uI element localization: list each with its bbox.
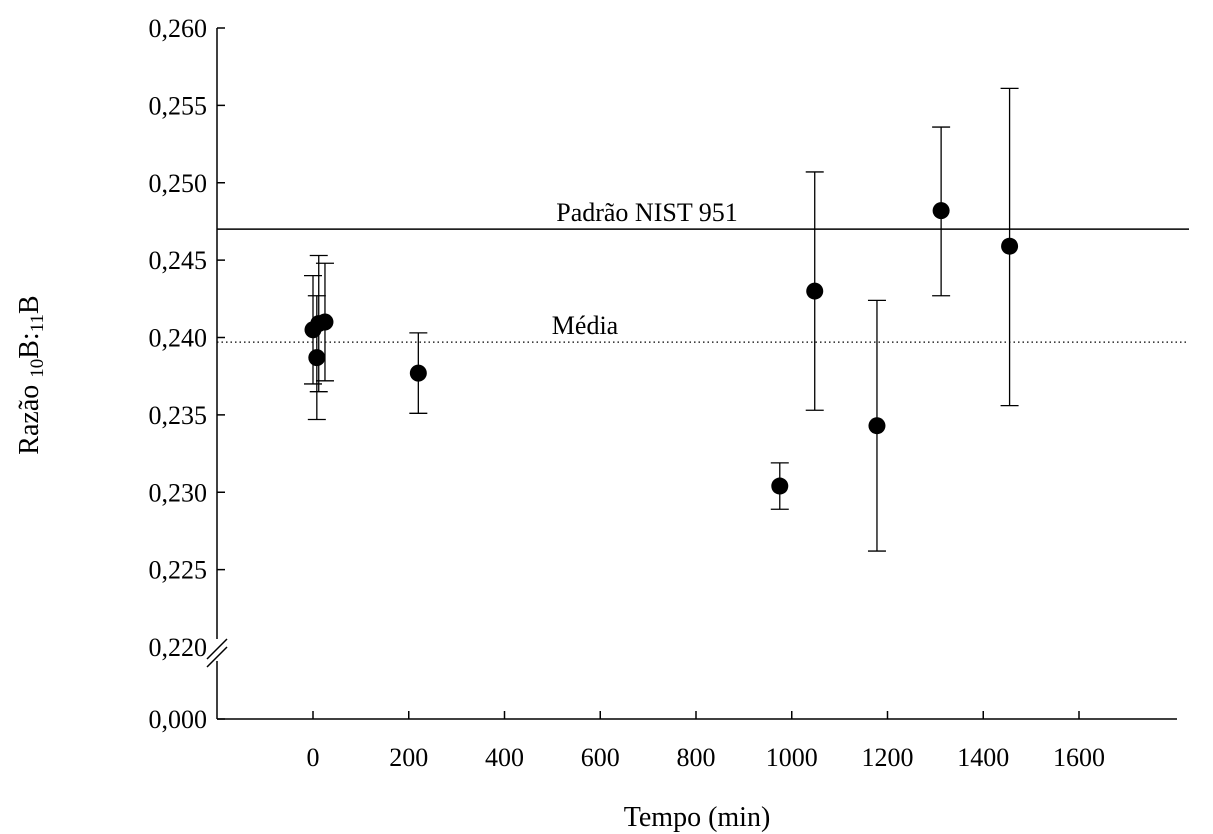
data-point [409, 364, 427, 382]
x-axis-title: Tempo (min) [624, 802, 771, 833]
y-tick-label: 0,250 [149, 169, 208, 198]
data-point [771, 477, 789, 495]
tick-labels: 0,220 0,225 0,230 0,235 0,240 0,245 0,250 0,255… [149, 14, 1106, 772]
data-point [868, 417, 886, 435]
data-point-group [805, 171, 824, 411]
data-points [304, 87, 1019, 552]
x-tick-label: 1200 [862, 743, 914, 772]
y-tick-label: 0,225 [149, 556, 208, 585]
y-tick-label: 0,000 [149, 705, 208, 734]
reference-lines: Padrão NIST 951 Média [217, 198, 1189, 343]
y-tick-label: 0,260 [149, 14, 208, 43]
data-point [1001, 237, 1019, 255]
y-tick-label: 0,245 [149, 246, 208, 275]
y-tick-label: 0,235 [149, 401, 208, 430]
x-tick-label: 0 [307, 743, 320, 772]
data-point [806, 282, 824, 300]
y-tick-label: 0,230 [149, 478, 208, 507]
x-tick-label: 1600 [1053, 743, 1105, 772]
data-point [316, 313, 334, 331]
x-tick-label: 200 [389, 743, 428, 772]
reference-line-label: Média [552, 311, 619, 340]
y-axis-title: Razão 10B:11B [14, 295, 48, 454]
data-point [932, 202, 950, 220]
y-axis-break-mark-2 [206, 646, 228, 668]
data-point-group [770, 462, 789, 510]
x-tick-label: 400 [485, 743, 524, 772]
y-tick-label: 0,240 [149, 324, 208, 353]
y-tick-label: 0,255 [149, 91, 208, 120]
x-tick-label: 600 [581, 743, 620, 772]
y-axis-break-mark-1 [206, 638, 228, 660]
data-point-group [315, 262, 334, 382]
y-tick-label: 0,220 [149, 633, 208, 662]
x-tick-label: 800 [677, 743, 716, 772]
data-point-group [932, 126, 951, 297]
data-point [308, 349, 326, 367]
x-tick-label: 1000 [766, 743, 818, 772]
x-tick-label: 1400 [957, 743, 1009, 772]
reference-line-label: Padrão NIST 951 [556, 198, 738, 227]
data-point-group [409, 332, 428, 414]
axes [206, 27, 1177, 720]
data-point-group [1000, 87, 1019, 407]
data-point-group [867, 299, 886, 552]
